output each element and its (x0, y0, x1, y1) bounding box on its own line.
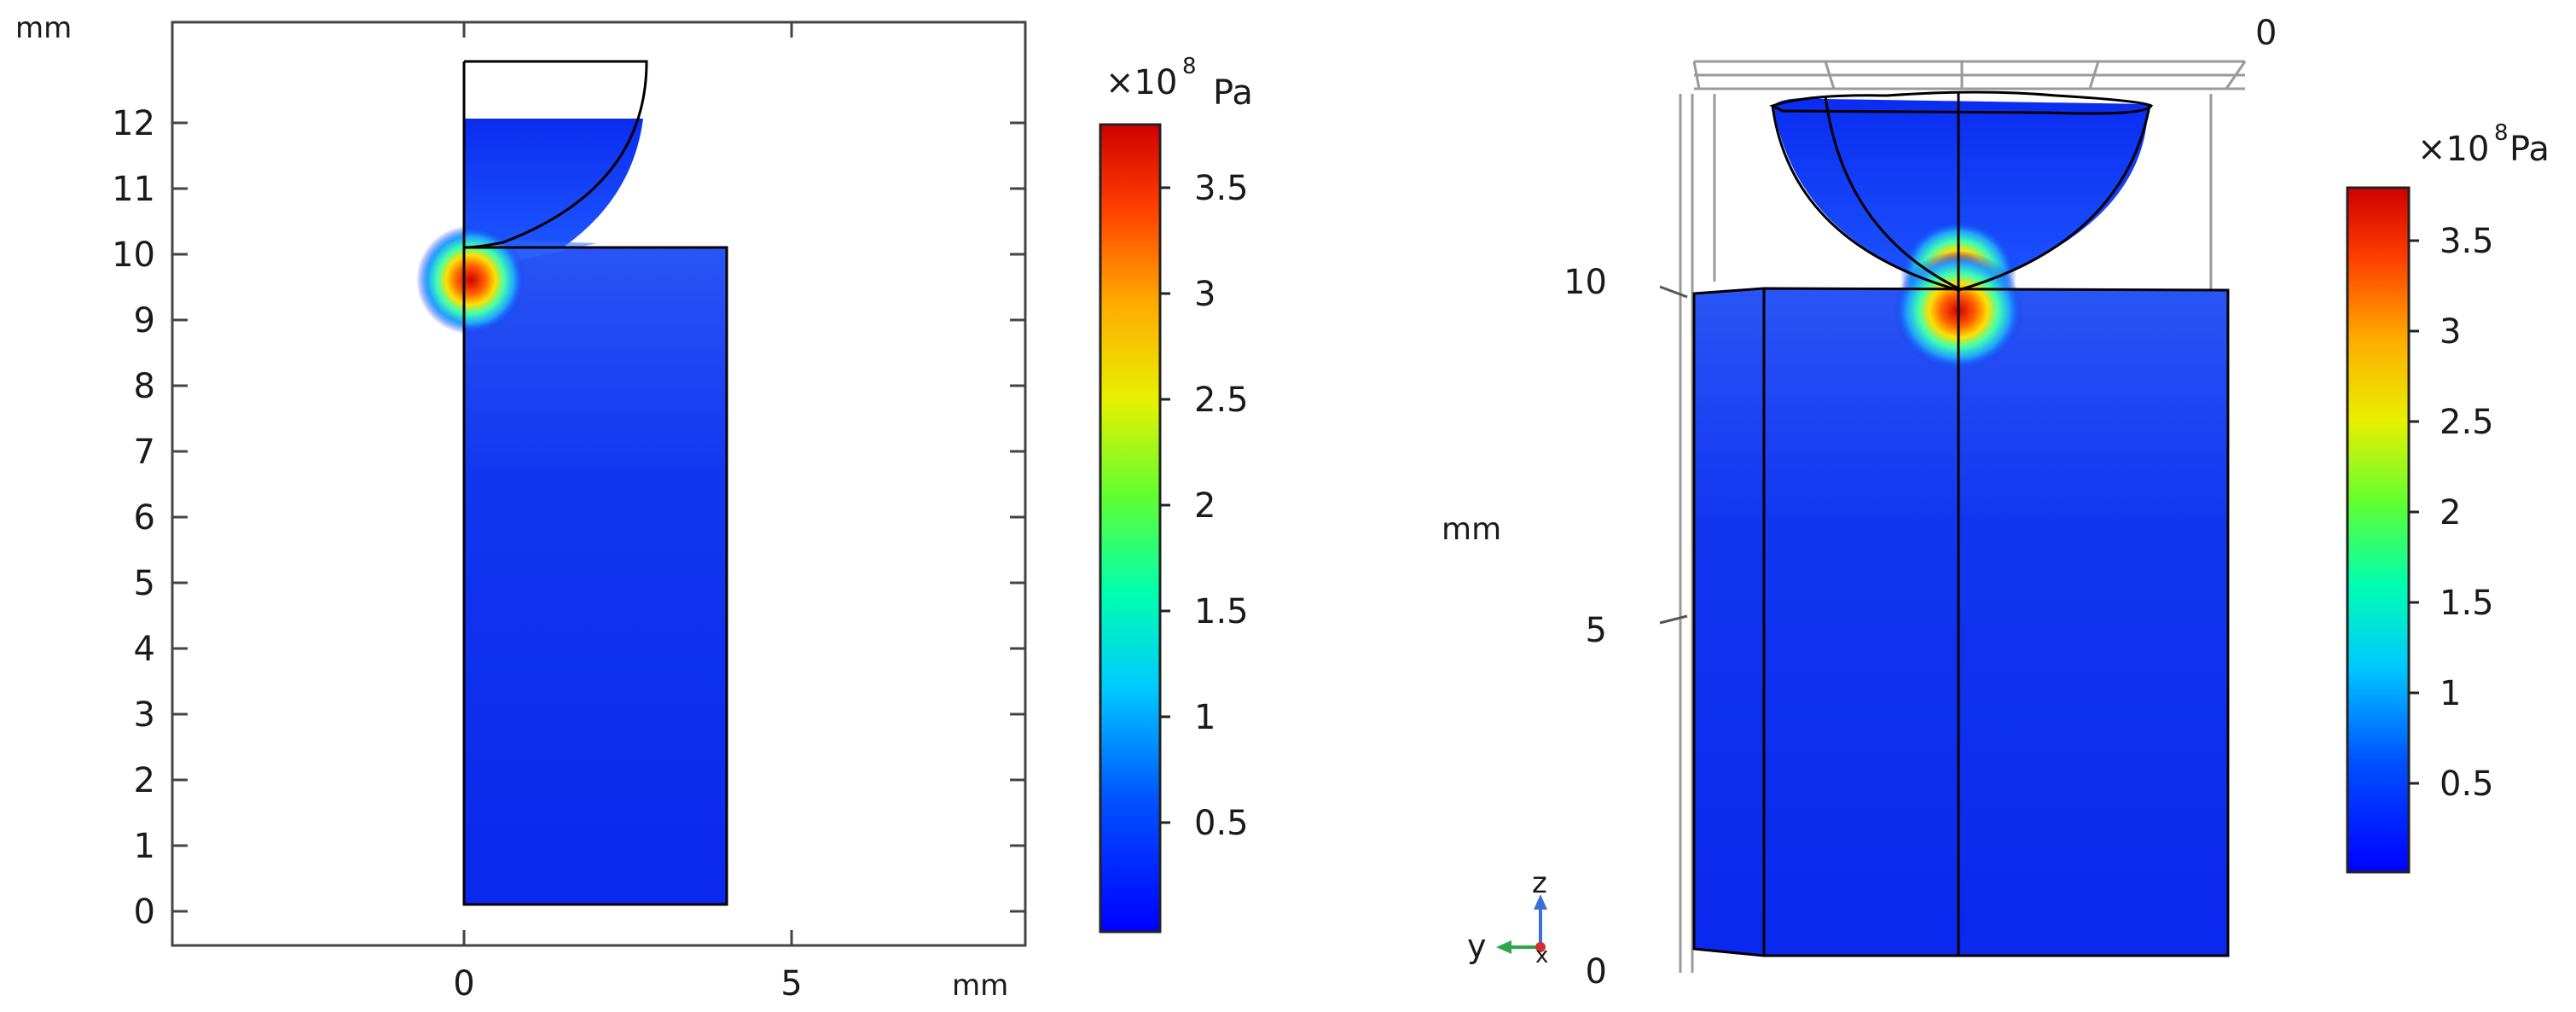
left-geometry (416, 60, 728, 906)
left-colorbar-gradient (1099, 123, 1162, 933)
left-y-unit: mm (15, 11, 72, 45)
colorbar-tick-label: 1 (2440, 674, 2461, 713)
z-tick-label: 0 (1586, 952, 1607, 992)
left-indenter-outline (463, 60, 648, 249)
left-y-tick-labels: 0 1 2 3 4 5 6 7 8 9 10 11 12 (112, 104, 155, 932)
z-arrow-icon (1534, 894, 1547, 910)
left-x-tick-labels: 0 5 (453, 964, 802, 1003)
x-axis-dot-icon (1535, 942, 1546, 952)
triad-x-label: x (1535, 943, 1548, 968)
colorbar-tick-label: 1.5 (2440, 584, 2494, 623)
colorbar-tick-label: 2 (1194, 486, 1215, 526)
y-tick-label: 7 (134, 433, 155, 472)
left-x-unit: mm (952, 968, 1008, 1003)
left-colorbar: ×10 8 Pa 0.5 1 1.5 2 2.5 3 3.5 (1099, 54, 1253, 933)
y-tick-label: 4 (134, 630, 155, 669)
left-plot: mm 0 1 2 3 4 5 6 7 8 9 (15, 11, 1027, 1003)
x-tick-label: 5 (780, 964, 802, 1003)
right-block (1694, 288, 2228, 956)
colorbar-tick-label: 3.5 (1194, 169, 1249, 208)
colorbar-tick-label: 0.5 (2440, 765, 2494, 804)
left-colorbar-unit: Pa (1213, 73, 1253, 113)
y-tick-label: 3 (134, 695, 155, 735)
right-z-unit: mm (1442, 512, 1501, 547)
right-outlines (1692, 90, 2230, 957)
colorbar-tick-label: 3 (2440, 312, 2461, 352)
y-tick-label: 8 (134, 367, 155, 406)
y-tick-label: 10 (112, 236, 155, 275)
z-tick-label: 5 (1586, 611, 1607, 650)
z-tick-label: 10 (1564, 263, 1607, 302)
left-stress-hotspot (416, 225, 525, 334)
right-indenter-field (1772, 98, 2150, 290)
left-y-ticks (172, 121, 1025, 913)
colorbar-tick-label: 1.5 (1194, 592, 1249, 631)
right-colorbar-multiplier: ×10 (2417, 130, 2489, 169)
right-top-label: 0 (2255, 14, 2277, 53)
colorbar-tick-label: 3 (1194, 275, 1215, 314)
right-colorbar-gradient (2346, 186, 2411, 874)
y-tick-label: 6 (134, 498, 155, 538)
right-grid-box (1679, 60, 2247, 973)
y-tick-label: 0 (134, 893, 155, 932)
y-tick-label: 5 (134, 564, 155, 603)
colorbar-tick-label: 1 (1194, 698, 1215, 737)
right-colorbar-exponent: 8 (2494, 120, 2509, 146)
left-indenter-field (464, 119, 643, 247)
x-tick-label: 0 (453, 964, 474, 1003)
y-arrow-icon (1496, 940, 1511, 954)
right-plot: 0 0 5 10 mm (1442, 14, 2277, 992)
y-tick-label: 9 (134, 301, 155, 340)
colorbar-tick-label: 3.5 (2440, 222, 2494, 261)
y-tick-label: 12 (112, 104, 155, 143)
axis-triad: z y x (1467, 866, 1548, 968)
left-colorbar-multiplier: ×10 (1105, 63, 1177, 102)
right-colorbar-unit: Pa (2509, 130, 2550, 169)
left-block (464, 247, 727, 904)
right-z-tick-labels: 0 5 10 (1564, 263, 1607, 992)
y-tick-label: 2 (134, 761, 155, 800)
left-block-outline (462, 246, 728, 906)
y-tick-label: 1 (134, 827, 155, 866)
left-colorbar-exponent: 8 (1182, 54, 1197, 79)
triad-y-label: y (1467, 928, 1487, 965)
left-x-ticks (462, 22, 793, 945)
colorbar-tick-label: 2 (2440, 493, 2461, 532)
colorbar-tick-label: 0.5 (1194, 804, 1249, 843)
colorbar-tick-label: 2.5 (1194, 381, 1249, 420)
triad-z-label: z (1532, 866, 1547, 900)
colorbar-tick-label: 2.5 (2440, 403, 2494, 442)
y-tick-label: 11 (112, 170, 155, 209)
right-colorbar: ×10 8 Pa 0.5 1 1.5 2 2.5 3 3.5 (2346, 120, 2550, 874)
